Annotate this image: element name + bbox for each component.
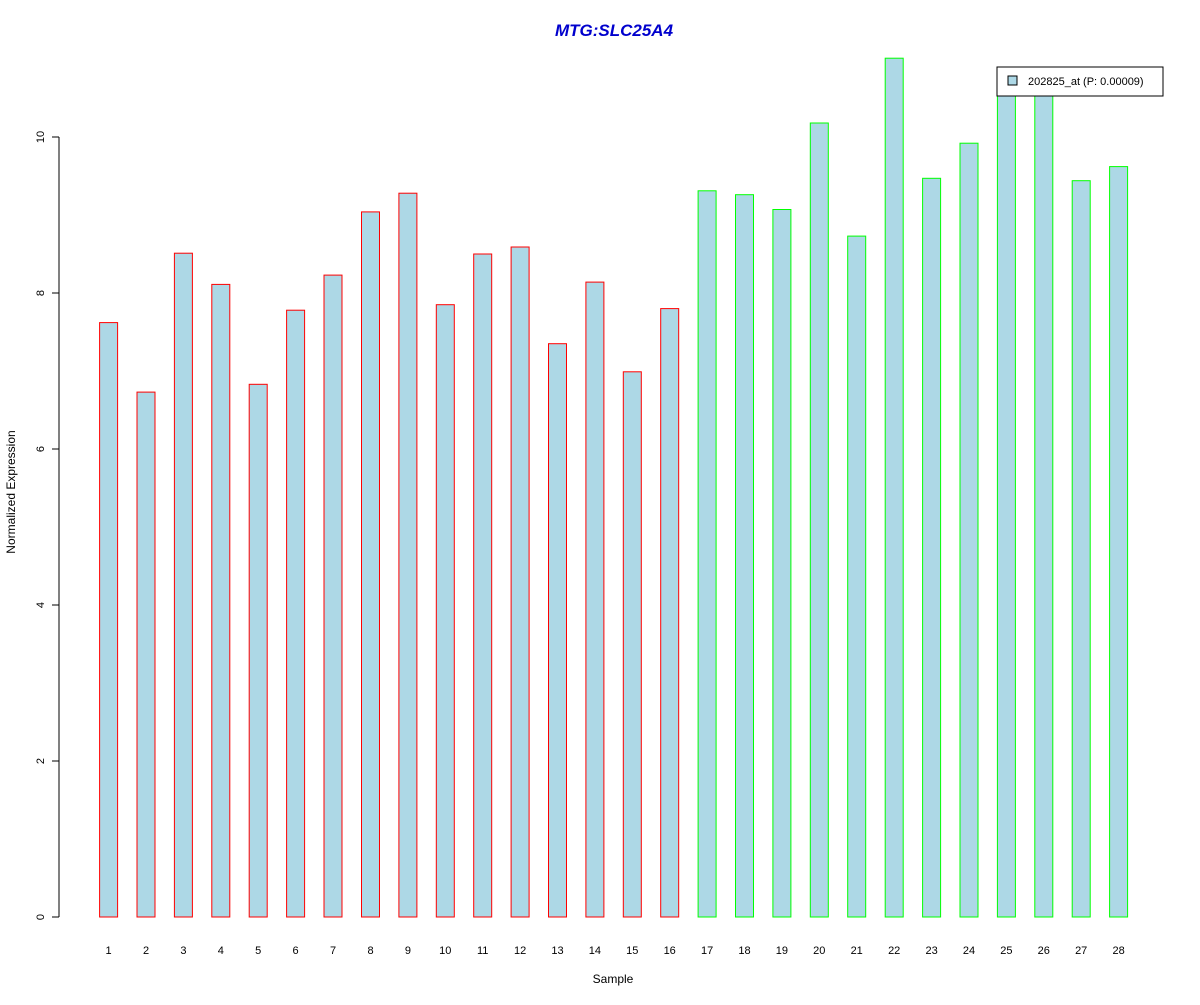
x-axis-tick-labels: 1 2 3 4 5 6 7 8 9 10 11 12 13 14 15 16 17 18 19 20 21 22 23 24 2… xyxy=(106,945,1125,957)
bar-sample-27 xyxy=(1071,180,1091,918)
x-tick-label: 3 xyxy=(180,945,186,957)
bar-sample-3 xyxy=(173,252,193,918)
bar-sample-2 xyxy=(136,391,156,918)
x-tick-label: 15 xyxy=(626,945,638,957)
bar-sample-24 xyxy=(959,142,979,918)
bar-sample-6 xyxy=(286,309,306,918)
y-tick-label: 10 xyxy=(35,131,47,143)
x-tick-label: 12 xyxy=(514,945,526,957)
y-tick-label: 0 xyxy=(35,914,47,920)
bar-sample-14 xyxy=(585,281,605,918)
bar-sample-18 xyxy=(735,194,754,918)
x-tick-label: 4 xyxy=(218,945,224,957)
y-tick-label: 8 xyxy=(35,290,47,296)
x-tick-label: 26 xyxy=(1038,945,1050,957)
bar-sample-4 xyxy=(211,283,231,918)
bar-sample-5 xyxy=(248,383,268,918)
bar-sample-10 xyxy=(435,304,455,918)
bar-sample-7 xyxy=(323,274,343,918)
x-tick-label: 5 xyxy=(255,945,261,957)
x-tick-label: 1 xyxy=(106,945,112,957)
bars-group xyxy=(99,57,1129,918)
bar-sample-28 xyxy=(1109,166,1129,918)
x-tick-label: 24 xyxy=(963,945,975,957)
x-tick-label: 28 xyxy=(1112,945,1124,957)
bar-sample-13 xyxy=(548,343,567,918)
bar-sample-9 xyxy=(398,192,418,918)
bar-sample-20 xyxy=(809,122,829,918)
x-tick-label: 6 xyxy=(293,945,299,957)
x-tick-label: 8 xyxy=(367,945,373,957)
y-tick-label: 4 xyxy=(35,602,47,608)
x-axis-label: Sample xyxy=(593,972,634,986)
x-tick-label: 23 xyxy=(925,945,937,957)
x-tick-label: 10 xyxy=(439,945,451,957)
x-tick-label: 18 xyxy=(738,945,750,957)
y-axis: 0 2 4 6 8 10 xyxy=(35,131,60,920)
y-tick-label: 6 xyxy=(35,446,47,452)
bar-sample-26 xyxy=(1034,88,1054,918)
bar-sample-25 xyxy=(996,89,1016,918)
x-tick-label: 14 xyxy=(589,945,601,957)
bar-sample-8 xyxy=(361,211,380,918)
legend-label: 202825_at (P: 0.00009) xyxy=(1028,76,1144,88)
x-tick-label: 2 xyxy=(143,945,149,957)
y-axis-label: Normalized Expression xyxy=(4,430,18,553)
bar-sample-22 xyxy=(884,57,904,918)
x-tick-label: 25 xyxy=(1000,945,1012,957)
bar-sample-23 xyxy=(922,177,942,918)
bar-sample-19 xyxy=(772,209,792,918)
bar-sample-12 xyxy=(510,246,530,918)
x-tick-label: 16 xyxy=(664,945,676,957)
x-tick-label: 27 xyxy=(1075,945,1087,957)
x-tick-label: 9 xyxy=(405,945,411,957)
x-tick-label: 7 xyxy=(330,945,336,957)
bar-sample-15 xyxy=(622,371,642,918)
bar-sample-1 xyxy=(99,322,119,918)
bar-sample-17 xyxy=(697,190,717,918)
y-tick-label: 2 xyxy=(35,758,47,764)
bar-sample-11 xyxy=(473,253,493,918)
x-tick-label: 13 xyxy=(551,945,563,957)
x-tick-label: 20 xyxy=(813,945,825,957)
x-tick-label: 19 xyxy=(776,945,788,957)
chart-title: MTG:SLC25A4 xyxy=(555,21,674,40)
x-tick-label: 21 xyxy=(851,945,863,957)
legend-box xyxy=(996,66,1164,97)
x-tick-label: 11 xyxy=(477,945,488,957)
bar-sample-21 xyxy=(847,235,867,918)
legend: 202825_at (P: 0.00009) xyxy=(996,66,1164,97)
bar-sample-16 xyxy=(660,308,680,918)
x-tick-label: 22 xyxy=(888,945,900,957)
legend-swatch xyxy=(1007,75,1018,86)
x-tick-label: 17 xyxy=(701,945,713,957)
